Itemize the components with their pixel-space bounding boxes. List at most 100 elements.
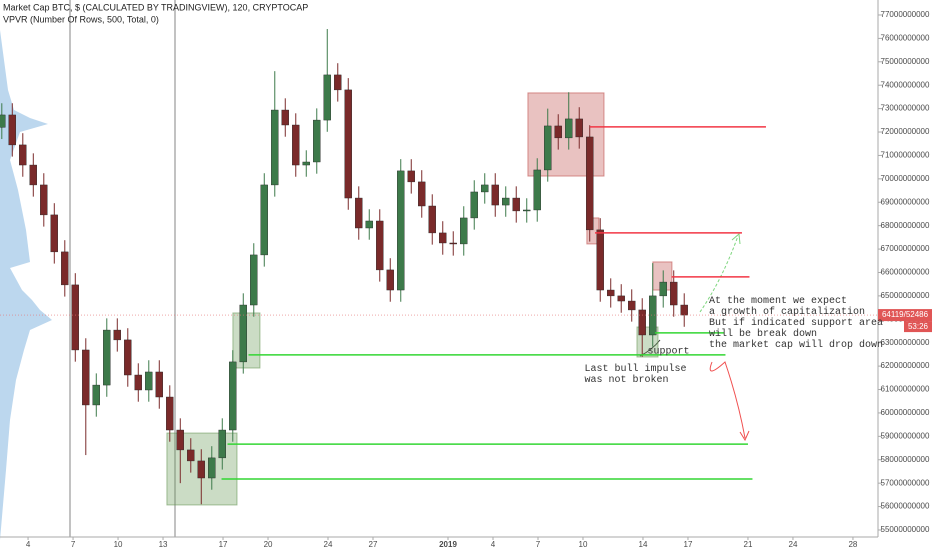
candle-body (565, 118, 573, 139)
annotation: But if indicated support area (709, 317, 883, 329)
candle-body (523, 209, 531, 212)
candle-body (418, 181, 426, 207)
candle-body (544, 125, 552, 171)
candle-body (61, 251, 69, 286)
candle-body (145, 371, 153, 391)
candle-body (323, 74, 331, 121)
candle-body (187, 449, 195, 462)
candle-body (428, 205, 436, 234)
candle-body (596, 229, 604, 291)
y-tick-label: 67000000000 (881, 244, 930, 253)
candle-body (386, 269, 394, 291)
candle-body (292, 124, 300, 166)
countdown-tag (904, 321, 932, 333)
y-tick-label: 55000000000 (881, 525, 930, 534)
candle-body (575, 118, 583, 138)
x-tick-label: 24 (789, 540, 798, 549)
y-tick-label: 71000000000 (881, 151, 930, 160)
candle-body (155, 371, 163, 398)
annotation: will be break down (709, 328, 817, 340)
candle-body (607, 289, 615, 297)
candle-body (113, 329, 121, 341)
candle-body (40, 184, 48, 216)
arrow-down (709, 361, 746, 439)
candle-body (313, 119, 321, 163)
candle-body (302, 161, 310, 166)
arrowhead (739, 430, 750, 442)
candle-body (659, 281, 667, 297)
volume-profile (0, 30, 52, 540)
candle-body (8, 114, 16, 146)
annotation: support (647, 346, 689, 357)
y-tick-label: 61000000000 (881, 385, 930, 394)
x-tick-label: 17 (219, 540, 228, 549)
x-tick-label: 2019 (439, 540, 457, 549)
candle-body (365, 220, 373, 229)
candle-body (512, 197, 520, 212)
candle-body (50, 214, 58, 253)
candle-body (19, 144, 27, 166)
candle-body (502, 197, 510, 206)
price-tag-label: 64119/52486 (882, 310, 929, 319)
candle-body (166, 396, 174, 431)
y-tick-label: 58000000000 (881, 455, 930, 464)
candle-body (92, 384, 100, 406)
y-tick-label: 63000000000 (881, 338, 930, 347)
x-tick-label: 14 (639, 540, 648, 549)
candle-body (397, 170, 405, 291)
y-tick-label: 57000000000 (881, 478, 930, 487)
annotation: was not broken (584, 374, 668, 386)
candle-body (176, 429, 184, 451)
candle-body (628, 300, 636, 311)
y-tick-label: 56000000000 (881, 502, 930, 511)
y-tick-label: 75000000000 (881, 57, 930, 66)
candle-body (470, 191, 478, 219)
y-tick-label: 65000000000 (881, 291, 930, 300)
candle-body (197, 460, 205, 479)
price-tag (878, 309, 932, 322)
candle-body (218, 429, 226, 459)
y-tick-label: 76000000000 (881, 33, 930, 42)
candle-body (460, 217, 468, 245)
x-tick-label: 17 (684, 540, 693, 549)
x-tick-label: 13 (159, 540, 168, 549)
candle-body (617, 295, 625, 302)
arrowhead (731, 232, 741, 245)
candle-body (533, 169, 541, 211)
candle-body (554, 125, 562, 139)
x-tick-label: 21 (744, 540, 753, 549)
y-tick-label: 70000000000 (881, 174, 930, 183)
candle-body (29, 164, 37, 186)
candle-body (439, 232, 447, 244)
candle-body (0, 114, 6, 128)
y-tick-label: 59000000000 (881, 431, 930, 440)
x-tick-label: 10 (579, 540, 588, 549)
annotation: a growth of capitalization (709, 306, 865, 318)
y-tick-label: 73000000000 (881, 104, 930, 113)
x-tick-label: 20 (264, 540, 273, 549)
x-tick-label: 7 (536, 540, 541, 549)
y-tick-label: 60000000000 (881, 408, 930, 417)
candle-body (334, 74, 342, 91)
candle-body (239, 304, 247, 363)
x-tick-label: 4 (491, 540, 496, 549)
candle-body (281, 109, 289, 126)
candle-body (680, 304, 688, 316)
candle-body (260, 184, 268, 256)
y-tick-label: 66000000000 (881, 268, 930, 277)
x-tick-label: 7 (71, 540, 76, 549)
candle-body (670, 281, 678, 306)
candle-body (649, 295, 657, 336)
candle-body (103, 329, 111, 386)
y-tick-label: 69000000000 (881, 197, 930, 206)
candle-body (638, 309, 646, 336)
chart-title: Market Cap BTC, $ (CALCULATED BY TRADING… (3, 2, 308, 12)
annotation: At the moment we expect (709, 295, 847, 307)
candle-body (250, 254, 258, 306)
y-tick-label: 62000000000 (881, 361, 930, 370)
y-tick-label: 68000000000 (881, 221, 930, 230)
candle-body (376, 220, 384, 271)
chart-subtitle: VPVR (Number Of Rows, 500, Total, 0) (3, 14, 159, 24)
